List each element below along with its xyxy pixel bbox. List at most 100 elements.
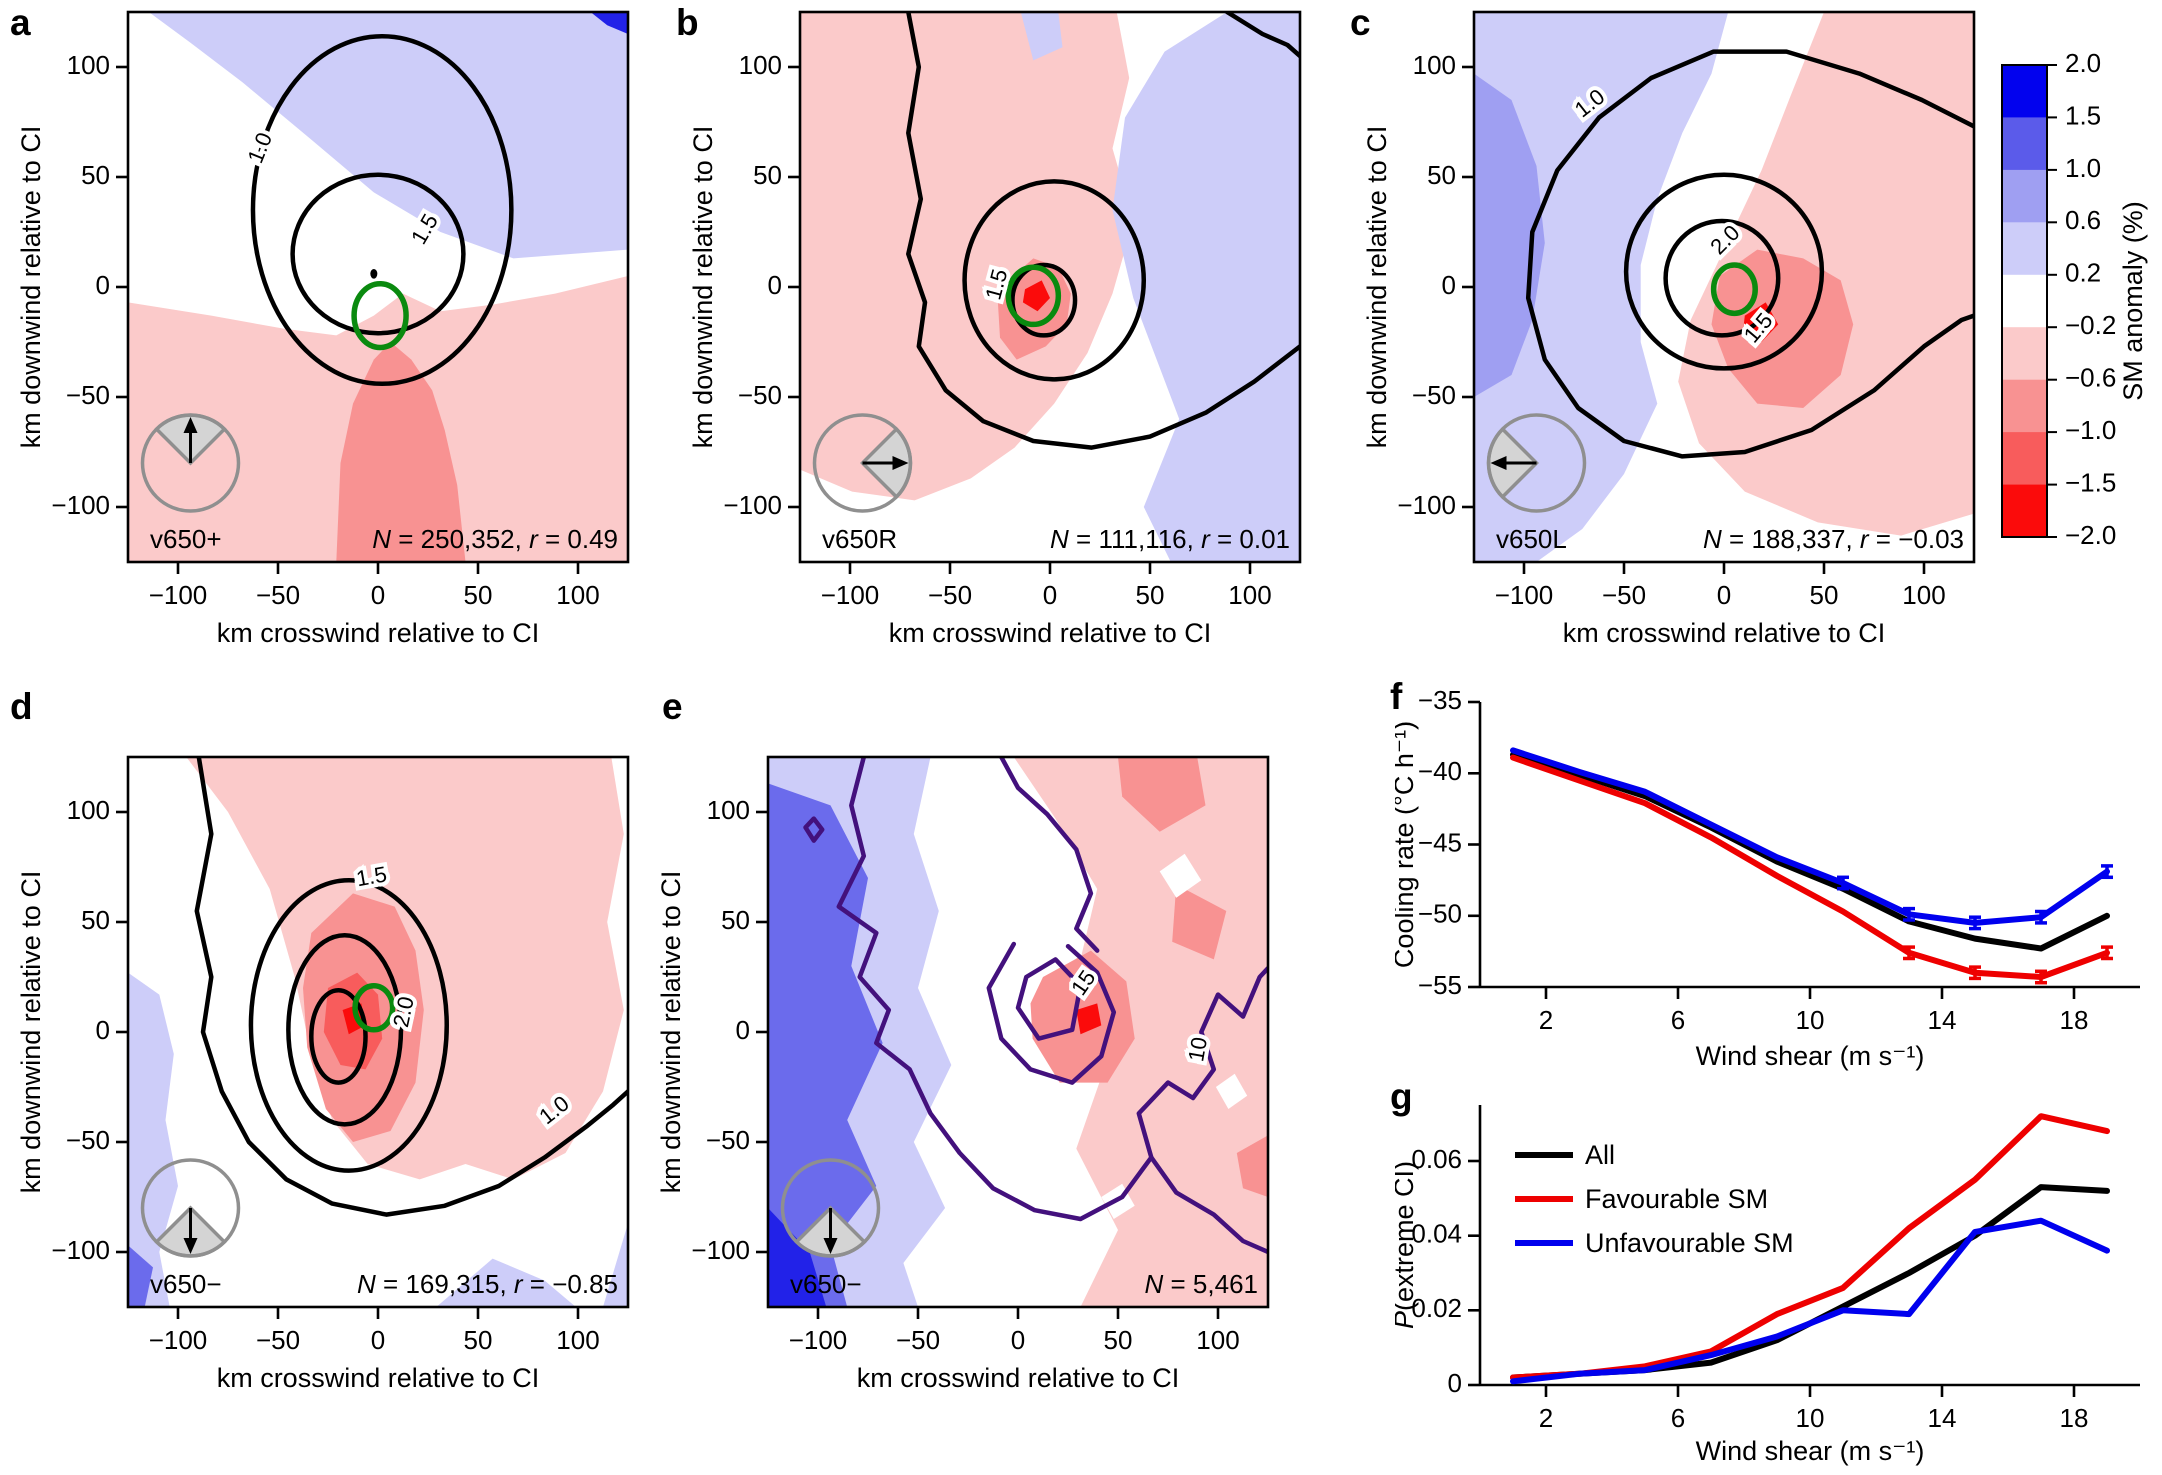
- panel-g-letter: g: [1390, 1076, 1413, 1117]
- x-axis-label: Wind shear (m s⁻¹): [1696, 1436, 1925, 1466]
- x-tick-label: 0: [1717, 580, 1731, 610]
- series-favourable-sm: [1510, 754, 2110, 980]
- map-tag: v650L: [1496, 524, 1567, 554]
- ci-green-contour: [351, 280, 409, 351]
- y-tick-label: 100: [739, 50, 782, 80]
- contour-label: 10: [1183, 1035, 1212, 1063]
- map-panel-d: 1.5 2.0 1.0 v650− N = 169,315, r = −0.85 100 5…: [0, 745, 672, 1410]
- y-tick-label: −35: [1418, 685, 1462, 715]
- y-tick-label: −55: [1418, 970, 1462, 1000]
- map-x-axis-label: km crosswind relative to CI: [217, 1363, 540, 1393]
- panel-f-letter: f: [1390, 676, 1403, 717]
- x-tick-label: 0: [1011, 1325, 1025, 1355]
- wind-sector-icon: [780, 1158, 881, 1258]
- map-y-axis-label: km downwind relative to CI: [688, 126, 718, 449]
- panel-c-letter: c: [1350, 2, 1371, 43]
- panel-a-letter: a: [10, 2, 31, 43]
- colorbar-tick-label: 1.0: [2065, 153, 2101, 183]
- x-tick-label: 100: [556, 580, 599, 610]
- y-tick-label: 0: [736, 1015, 750, 1045]
- y-tick-label: 0: [1448, 1368, 1462, 1398]
- x-tick-label: 100: [1228, 580, 1271, 610]
- x-tick-label: −50: [928, 580, 972, 610]
- legend-label: Favourable SM: [1585, 1184, 1768, 1214]
- wind-sector-icon: [1486, 413, 1587, 513]
- map-stats: N = 250,352, r = 0.49: [372, 524, 618, 554]
- line-chart-f: −35 −40 −45 −50 −55 2 6 10 14 18 Wind shear (m s⁻¹…: [1389, 660, 2162, 1080]
- x-tick-label: 0: [1043, 580, 1057, 610]
- series-unfavourable-sm: [1510, 747, 2110, 926]
- wind-sector-icon: [140, 413, 241, 513]
- x-tick-label: −50: [256, 580, 300, 610]
- map-y-axis-label: km downwind relative to CI: [16, 126, 46, 449]
- series-all: [1510, 1184, 2110, 1381]
- x-tick-label: −100: [149, 580, 208, 610]
- y-tick-label: 100: [1413, 50, 1456, 80]
- x-tick-label: −100: [789, 1325, 848, 1355]
- map-x-axis-label: km crosswind relative to CI: [889, 618, 1212, 648]
- x-tick-label: −50: [256, 1325, 300, 1355]
- colorbar-tick-label: −0.6: [2065, 363, 2116, 393]
- y-tick-label: 0: [1442, 270, 1456, 300]
- y-tick-label: −50: [1418, 899, 1462, 929]
- series-unfavourable-sm: [1510, 1217, 2110, 1385]
- x-tick-label: 14: [1928, 1005, 1957, 1035]
- panel-e-letter: e: [662, 686, 683, 727]
- y-tick-label: 0.06: [1411, 1144, 1462, 1174]
- colorbar-tick-label: 0.2: [2065, 258, 2101, 288]
- y-tick-label: 50: [81, 160, 110, 190]
- x-tick-label: 50: [464, 1325, 493, 1355]
- x-tick-label: −100: [821, 580, 880, 610]
- x-tick-label: 100: [1196, 1325, 1239, 1355]
- colorbar-tick-label: 1.5: [2065, 100, 2101, 130]
- y-tick-label: −50: [66, 380, 110, 410]
- map-stats: N = 5,461: [1145, 1269, 1258, 1299]
- contour-label: 1.5: [354, 861, 388, 891]
- panel-d-letter: d: [10, 686, 33, 727]
- x-tick-label: 50: [1104, 1325, 1133, 1355]
- y-tick-label: 100: [67, 795, 110, 825]
- map-stats: N = 188,337, r = −0.03: [1703, 524, 1964, 554]
- map-panel-e: 15 10 v650− N = 5,461 100 50 0 −50 −100 −100 −50 0 5…: [640, 745, 1312, 1410]
- y-tick-label: −100: [51, 1235, 110, 1265]
- x-tick-label: 6: [1671, 1403, 1685, 1433]
- line-chart-svg-f: −35 −40 −45 −50 −55 2 6 10 14 18 Wind shear (m s⁻¹…: [1389, 685, 2140, 1071]
- y-tick-label: −50: [1412, 380, 1456, 410]
- x-tick-label: −50: [1602, 580, 1646, 610]
- legend-label: All: [1585, 1140, 1615, 1170]
- line-chart-g: 0 0.02 0.04 0.06 2 6 10 14 18 All Favourable SM Unf…: [1389, 1085, 2162, 1475]
- map-panel-b: 1.5 v650R N = 111,116, r = 0.01 100 50 0 −50 −1…: [672, 0, 1344, 665]
- colorbar-tick-label: −0.2: [2065, 310, 2116, 340]
- map-x-axis-label: km crosswind relative to CI: [1563, 618, 1886, 648]
- x-tick-label: 0: [371, 1325, 385, 1355]
- y-tick-label: 50: [721, 905, 750, 935]
- ci-green-contour: [1005, 264, 1062, 328]
- map-stats: N = 169,315, r = −0.85: [357, 1269, 618, 1299]
- map-tag: v650+: [150, 524, 222, 554]
- y-tick-label: 0: [768, 270, 782, 300]
- map-x-axis-label: km crosswind relative to CI: [857, 1363, 1180, 1393]
- x-tick-label: 10: [1796, 1005, 1825, 1035]
- x-tick-label: −100: [149, 1325, 208, 1355]
- y-axis-label: P(extreme CI): [1395, 1161, 1419, 1329]
- map-panel-a: 1.0 1.5 v650+ N = 250,352, r = 0.49 100 50 0 −5…: [0, 0, 672, 665]
- y-tick-label: −100: [691, 1235, 750, 1265]
- map-stats: N = 111,116, r = 0.01: [1050, 524, 1290, 554]
- y-tick-label: −100: [51, 490, 110, 520]
- x-tick-label: 50: [1136, 580, 1165, 610]
- map-panel-c: 1.0 2.0 1.5 v650L N = 188,337, r = −0.03 100 5…: [1346, 0, 2018, 665]
- colorbar: 2.0 1.5 1.0 0.6 0.2 −0.2 −0.6 −1.0 −1.5 −2.0 SM an…: [1990, 30, 2162, 575]
- colorbar-svg: 2.0 1.5 1.0 0.6 0.2 −0.2 −0.6 −1.0 −1.5 −2.0 SM an…: [2001, 48, 2148, 550]
- map-tag: v650−: [150, 1269, 222, 1299]
- y-tick-label: −100: [1397, 490, 1456, 520]
- x-tick-label: 100: [1902, 580, 1945, 610]
- colorbar-tick-label: −1.5: [2065, 467, 2116, 497]
- y-tick-label: 0: [96, 1015, 110, 1045]
- x-tick-label: 0: [371, 580, 385, 610]
- colorbar-title: SM anomaly (%): [2118, 201, 2148, 401]
- x-tick-label: 6: [1671, 1005, 1685, 1035]
